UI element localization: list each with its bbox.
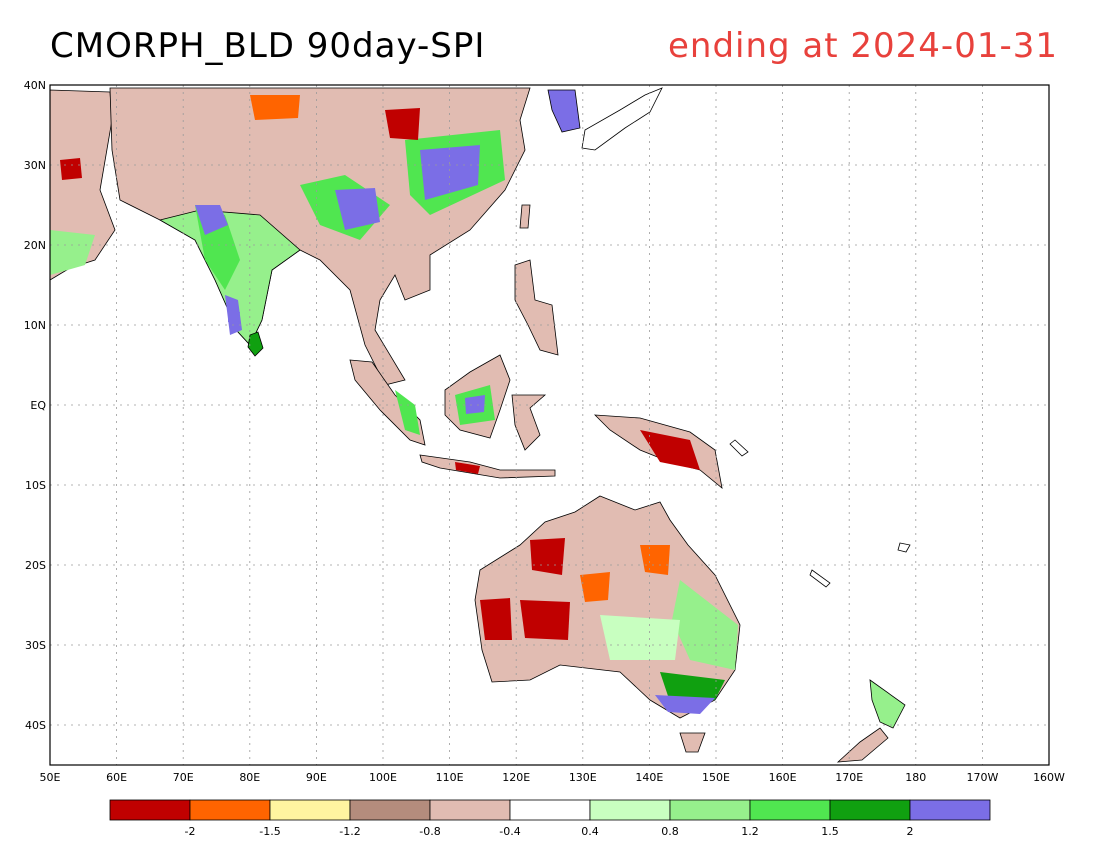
legend-label: -0.8 bbox=[419, 825, 440, 838]
very-wet-patch-aus-southeast bbox=[655, 695, 715, 714]
legend-swatch bbox=[669, 799, 751, 821]
lat-label: 20N bbox=[24, 239, 46, 252]
very-wet-patch-himalaya bbox=[335, 188, 380, 230]
fiji bbox=[897, 542, 911, 553]
lon-label: 160E bbox=[769, 771, 797, 784]
lon-label: 50E bbox=[40, 771, 61, 784]
legend-label: 0.8 bbox=[661, 825, 679, 838]
tasmania bbox=[679, 732, 706, 753]
java bbox=[419, 454, 556, 479]
dry-patch-tibet bbox=[250, 95, 300, 120]
lon-label: 170W bbox=[966, 771, 998, 784]
wet-patch-aus-east bbox=[672, 580, 738, 670]
dry-patch-aus-central bbox=[580, 572, 610, 602]
philippines bbox=[514, 259, 559, 356]
new-zealand-north bbox=[869, 679, 906, 729]
lon-label: 90E bbox=[306, 771, 327, 784]
legend-swatch bbox=[829, 799, 911, 821]
new-zealand-south bbox=[836, 727, 889, 763]
map-date: ending at 2024-01-31 bbox=[668, 26, 1058, 66]
legend-swatch bbox=[109, 799, 191, 821]
map-frame bbox=[49, 84, 1050, 766]
lon-label: 170E bbox=[835, 771, 863, 784]
japan-islands bbox=[581, 87, 663, 151]
spi-anomaly-patches bbox=[60, 95, 738, 714]
korea-landmass bbox=[547, 89, 581, 133]
lat-label: 30N bbox=[24, 159, 46, 172]
lon-label: 100E bbox=[369, 771, 397, 784]
very-wet-patch-borneo bbox=[465, 395, 485, 414]
lon-label: 110E bbox=[436, 771, 464, 784]
sri-lanka bbox=[247, 331, 264, 357]
lat-label: 40S bbox=[25, 719, 46, 732]
legend-label: 1.2 bbox=[741, 825, 759, 838]
lat-axis-labels: 40N 30N 20N 10N EQ 10S 20S 30S 40S bbox=[24, 79, 47, 732]
lon-label: 80E bbox=[239, 771, 260, 784]
legend-swatch bbox=[189, 799, 271, 821]
legend-label: 2 bbox=[907, 825, 914, 838]
new-caledonia bbox=[809, 569, 831, 588]
lat-label: 30S bbox=[25, 639, 46, 652]
dry-patch-arabia bbox=[60, 158, 82, 180]
dry-patch-wa-west bbox=[480, 598, 512, 640]
lon-label: 120E bbox=[502, 771, 530, 784]
lat-label: 10S bbox=[25, 479, 46, 492]
wet-patch-aus-interior bbox=[600, 615, 680, 660]
spi-color-legend: -2 -1.5 -1.2 -0.8 -0.4 0.4 0.8 1.2 1.5 2 bbox=[109, 799, 991, 838]
map-gridlines bbox=[50, 85, 1049, 765]
legend-swatch bbox=[269, 799, 351, 821]
wet-patch-sumatra bbox=[395, 390, 420, 435]
wet-patch-aus-southeast bbox=[660, 672, 725, 702]
arabia-green-patch bbox=[50, 230, 95, 275]
solomon-islands bbox=[729, 439, 749, 457]
legend-swatch bbox=[909, 799, 991, 821]
legend-swatch bbox=[749, 799, 831, 821]
lon-label: 180 bbox=[905, 771, 926, 784]
legend-label: 0.4 bbox=[581, 825, 599, 838]
very-wet-patch-sri-lanka bbox=[228, 310, 240, 325]
lon-label: 130E bbox=[569, 771, 597, 784]
lon-label: 160W bbox=[1033, 771, 1065, 784]
legend-swatch bbox=[589, 799, 671, 821]
very-wet-patch-china bbox=[420, 145, 480, 200]
lat-label: 10N bbox=[24, 319, 46, 332]
asia-landmass bbox=[109, 87, 531, 386]
dry-patch-java bbox=[455, 462, 480, 474]
legend-label: -0.4 bbox=[499, 825, 520, 838]
legend-label: -2 bbox=[185, 825, 196, 838]
dry-patch-wa-north bbox=[530, 538, 565, 575]
lat-label: 20S bbox=[25, 559, 46, 572]
legend-label: -1.5 bbox=[259, 825, 280, 838]
dry-patch-wa-central bbox=[520, 600, 570, 640]
lon-label: 60E bbox=[106, 771, 127, 784]
legend-label: 1.5 bbox=[821, 825, 839, 838]
very-wet-patch-india bbox=[195, 205, 228, 235]
legend-swatch bbox=[349, 799, 431, 821]
legend-swatch bbox=[509, 799, 591, 821]
map-title: CMORPH_BLD 90day-SPI bbox=[50, 26, 486, 66]
dry-patch-nt bbox=[640, 545, 670, 575]
legend-swatch bbox=[429, 799, 511, 821]
lon-label: 70E bbox=[173, 771, 194, 784]
sulawesi bbox=[511, 394, 547, 451]
taiwan bbox=[519, 204, 531, 229]
lon-label: 150E bbox=[702, 771, 730, 784]
lon-label: 140E bbox=[635, 771, 663, 784]
lat-label: EQ bbox=[30, 399, 46, 412]
lon-axis-labels: 50E 60E 70E 80E 90E 100E 110E 120E 130E 140E 150E 1… bbox=[40, 771, 1066, 784]
legend-label: -1.2 bbox=[339, 825, 360, 838]
lat-label: 40N bbox=[24, 79, 46, 92]
dry-patch-new-guinea bbox=[640, 430, 700, 470]
dry-patch-china bbox=[385, 108, 420, 140]
